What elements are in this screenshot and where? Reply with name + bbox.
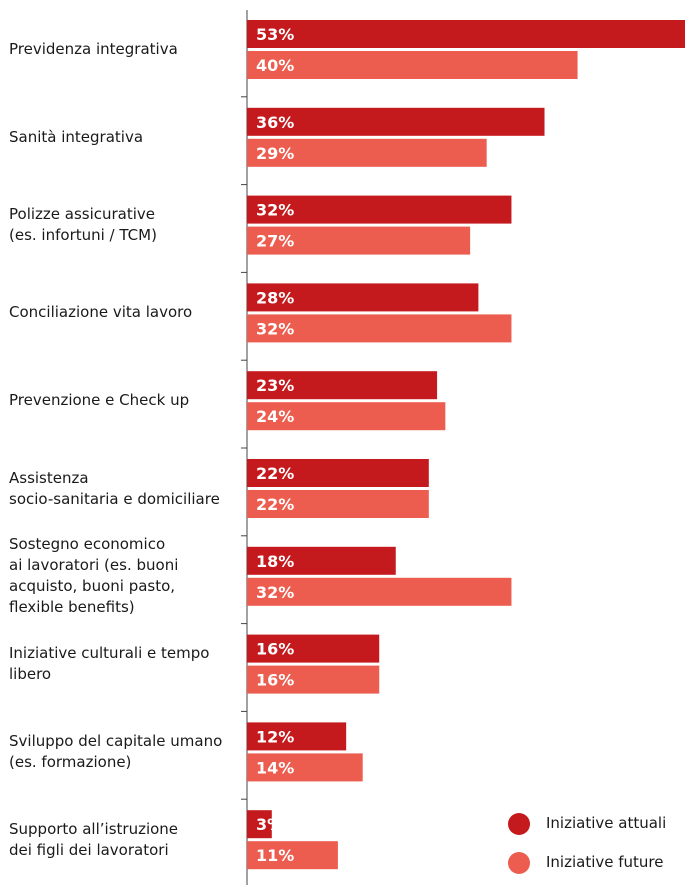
- legend-item-future: Iniziative future: [508, 851, 683, 875]
- bar-value-label: 24%: [256, 407, 294, 426]
- bar-value-label: 28%: [256, 288, 294, 307]
- legend-item-current: Iniziative attuali: [508, 812, 683, 836]
- bar-value-label: 11%: [256, 846, 294, 865]
- bar-current: [247, 195, 512, 224]
- category-label: Previdenza integrativa: [9, 40, 178, 58]
- category-label: Sviluppo del capitale umano (es. formazi…: [9, 731, 223, 771]
- bar-future: [247, 402, 446, 431]
- bar-value-label: 29%: [256, 144, 294, 163]
- bar-value-label: 53%: [256, 25, 294, 44]
- legend-label-future: Iniziative future: [546, 853, 664, 871]
- bar-value-label: 40%: [256, 56, 294, 75]
- bar-value-label: 16%: [256, 671, 294, 690]
- category-label: Sanità integrativa: [9, 127, 144, 146]
- bar-value-label: 27%: [256, 232, 294, 251]
- legend-swatch-future: [508, 852, 530, 874]
- bar-value-label: 22%: [256, 495, 294, 514]
- bar-future: [247, 314, 512, 343]
- bar-value-label: 32%: [256, 319, 294, 338]
- category-label: Conciliazione vita lavoro: [9, 303, 193, 322]
- category-label: Assistenza socio-sanitaria e domiciliare: [9, 468, 220, 508]
- bar-value-label: 23%: [256, 376, 294, 395]
- bar-value-label: 14%: [256, 758, 294, 777]
- bar-current: [247, 722, 347, 751]
- bar-future: [247, 665, 380, 694]
- category-label: Supporto all’istruzione dei figli dei la…: [9, 819, 179, 859]
- bar-value-label: 12%: [256, 727, 294, 746]
- bar-value-label: 32%: [256, 583, 294, 602]
- bar-future: [247, 577, 512, 606]
- bar-future: [247, 226, 471, 255]
- bar-current: [247, 459, 429, 487]
- bar-current: [247, 371, 438, 400]
- bar-future: [247, 51, 578, 79]
- bar-future: [247, 138, 487, 167]
- bar-current: [247, 634, 380, 663]
- bar-future: [247, 753, 363, 782]
- bar-value-label: 16%: [256, 640, 294, 659]
- category-label: Prevenzione e Check up: [9, 391, 190, 410]
- bar-current: [247, 107, 545, 136]
- bar-value-label: 36%: [256, 113, 294, 132]
- bar-value-label: 32%: [256, 201, 294, 220]
- bar-future: [247, 841, 338, 870]
- bar-value-label: 18%: [256, 552, 294, 571]
- bar-current: [247, 546, 396, 575]
- bar-future: [247, 490, 429, 518]
- bar-value-label: 22%: [256, 464, 294, 483]
- legend-label-current: Iniziative attuali: [546, 814, 667, 832]
- category-label: Polizze assicurative (es. infortuni / TC…: [9, 205, 157, 245]
- bar-current: [247, 283, 479, 312]
- bar-current: [247, 810, 272, 839]
- bar-value-label: 3%: [256, 815, 283, 834]
- legend-swatch-current: [508, 813, 530, 835]
- bar-current: [247, 20, 685, 48]
- category-label: Iniziative culturali e tempo libero: [9, 644, 210, 684]
- category-label: Sostegno economico ai lavoratori (es. bu…: [9, 535, 179, 617]
